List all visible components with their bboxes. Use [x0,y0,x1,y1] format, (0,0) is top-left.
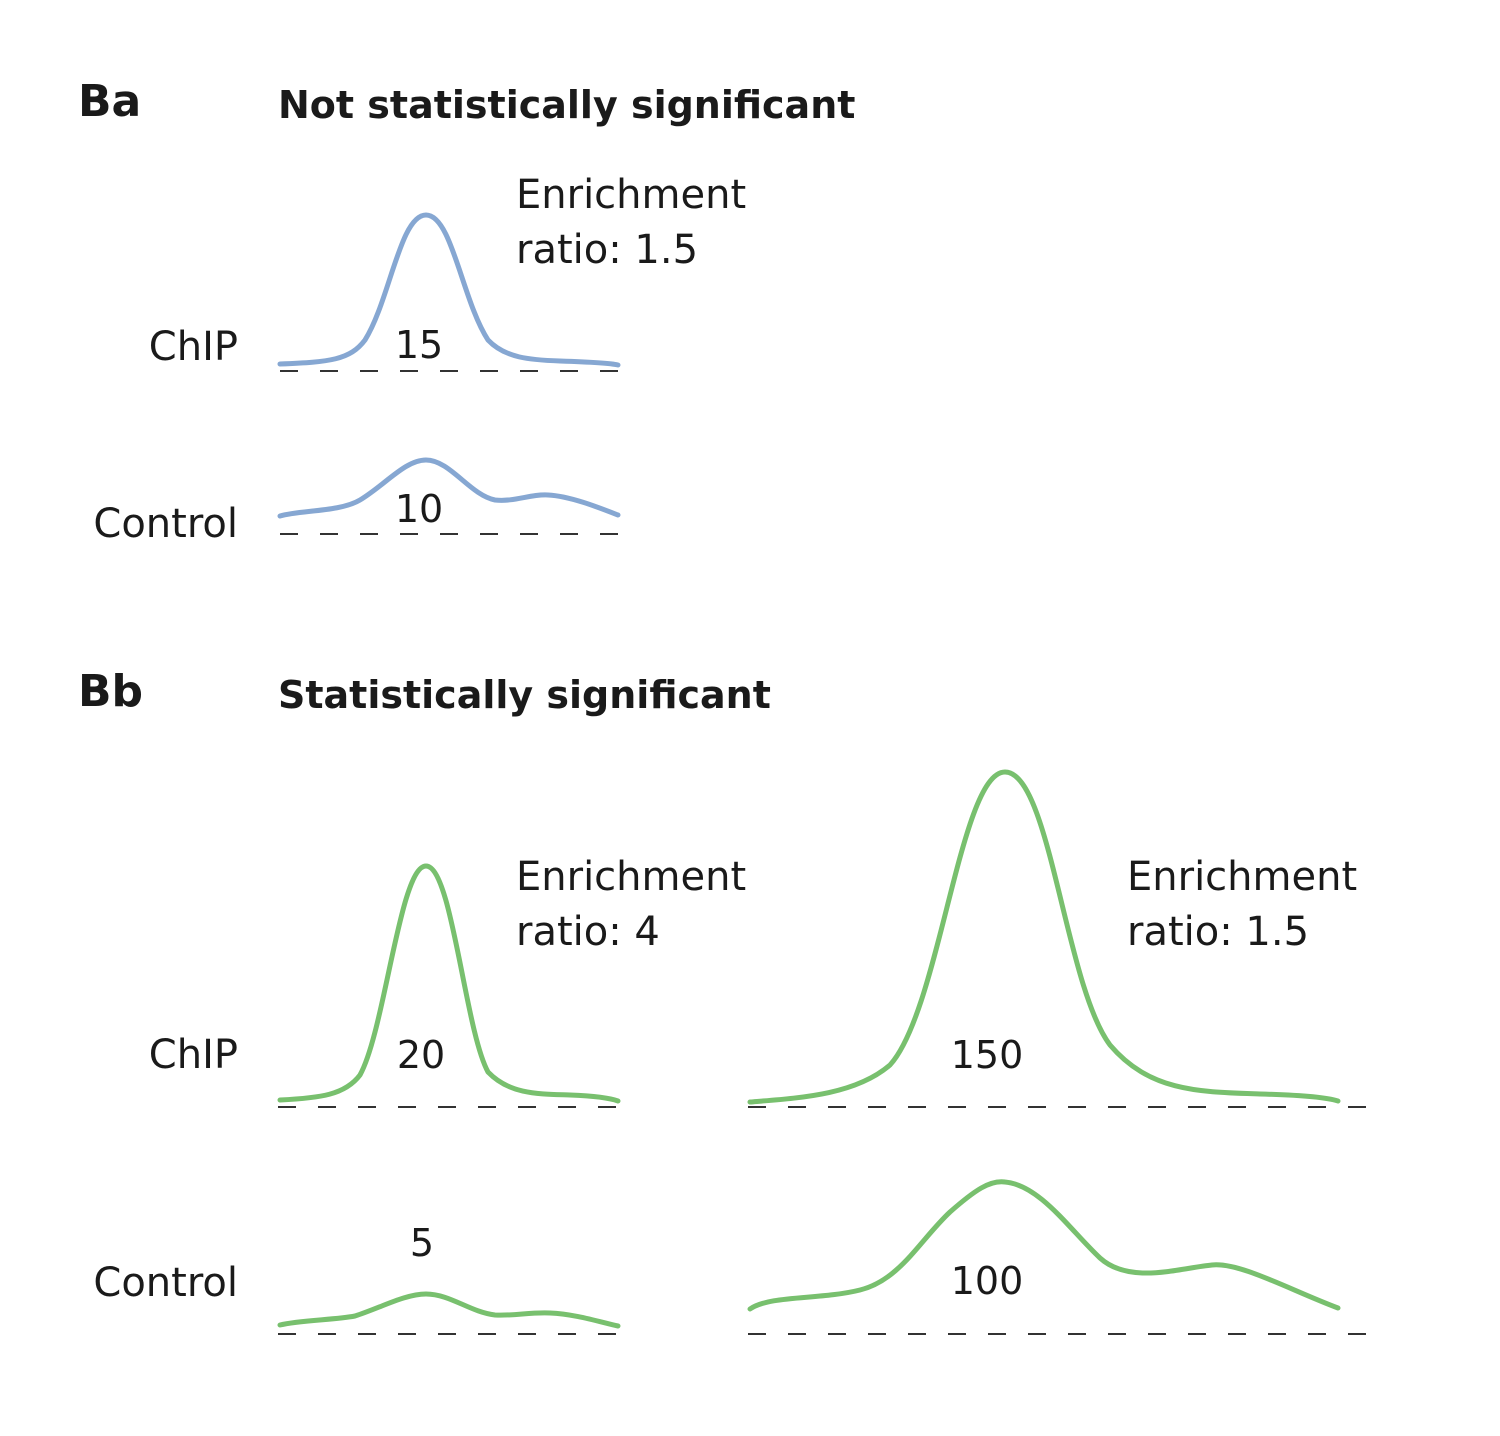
panel-b: Bb Statistically significant Enrichment … [78,666,1366,1335]
panel-b-chip-label: ChIP [149,1032,238,1078]
panel-b-right-control-curve [747,1179,1341,1312]
panel-b-right-ratio-line1: Enrichment [1127,854,1357,900]
panel-a-control-curve [277,457,621,519]
panel-b-right-ratio-line2: ratio: 1.5 [1127,909,1309,955]
panel-b-left-chip-count: 20 [397,1033,445,1077]
panel-b-left-control-curve [277,1291,621,1329]
panel-a: Ba Not statistically significant Enrichm… [78,76,855,547]
panel-a-ratio-line2: ratio: 1.5 [516,227,698,273]
panel-a-chip-label: ChIP [149,324,238,370]
panel-b-right-chip-curve [747,769,1341,1105]
panel-b-left-ratio-line1: Enrichment [516,854,746,900]
panel-b-left-ratio-line2: ratio: 4 [516,909,660,955]
panel-a-title: Not statistically significant [278,83,855,127]
panel-b-left-chip-curve [277,863,621,1104]
panel-a-ratio-line1: Enrichment [516,172,746,218]
panel-b-left-control-count: 5 [410,1221,434,1265]
panel-b-title: Statistically significant [278,673,771,717]
panel-a-chip-count: 15 [395,323,443,367]
panel-a-chip-curve [277,212,621,368]
panel-a-label: Ba [78,76,141,127]
panel-b-control-label: Control [93,1260,238,1306]
panel-a-control-label: Control [93,501,238,547]
panel-b-label: Bb [78,666,143,717]
panel-b-right-control-count: 100 [951,1259,1024,1303]
panel-b-right-chip-count: 150 [951,1033,1024,1077]
panel-a-control-count: 10 [395,487,443,531]
